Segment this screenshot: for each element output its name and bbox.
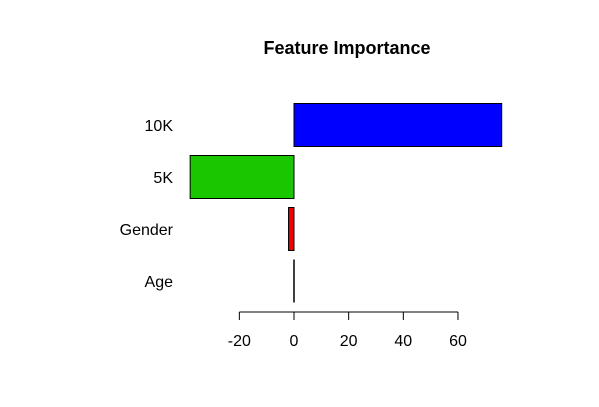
- bar-gender: [288, 207, 295, 251]
- bar-10k: [293, 103, 503, 147]
- chart-title: Feature Importance: [263, 38, 430, 58]
- category-label-10k: 10K: [145, 118, 174, 135]
- category-labels-group: 10K 5K Gender Age: [120, 118, 174, 291]
- x-axis: -20 0 20 40 60: [228, 311, 467, 350]
- category-label-gender: Gender: [120, 222, 174, 239]
- bars-group: [189, 103, 503, 303]
- bar-5k: [189, 155, 295, 199]
- x-tick-label: 20: [340, 333, 358, 350]
- x-tick-label: 0: [290, 333, 299, 350]
- x-tick-label: 60: [449, 333, 467, 350]
- x-tick-label: -20: [228, 333, 251, 350]
- category-label-5k: 5K: [153, 170, 173, 187]
- category-label-age: Age: [145, 274, 174, 291]
- x-tick-label: 40: [394, 333, 412, 350]
